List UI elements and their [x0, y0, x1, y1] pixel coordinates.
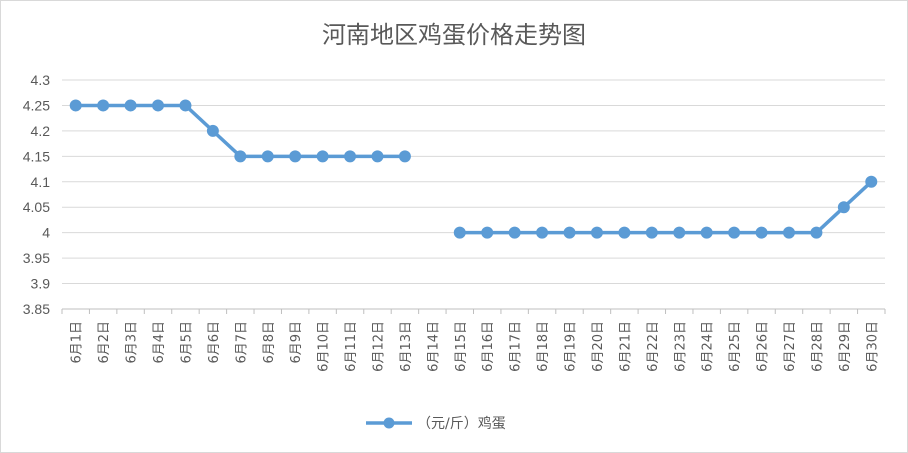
y-tick-label: 4.15 — [23, 148, 50, 164]
data-point — [69, 99, 82, 112]
data-point — [398, 150, 411, 163]
data-point — [645, 226, 658, 239]
x-tick-label: 6月14日 — [426, 321, 441, 372]
y-tick-label: 4 — [42, 225, 50, 241]
x-tick-label: 6月6日 — [207, 321, 222, 364]
x-tick-label: 6月5日 — [179, 321, 194, 364]
gridlines — [62, 79, 885, 285]
data-point — [837, 201, 850, 214]
data-point — [179, 99, 192, 112]
x-tick-label: 6月26日 — [756, 321, 771, 372]
x-tick-label: 6月4日 — [152, 321, 167, 364]
x-tick-label: 6月27日 — [783, 321, 798, 372]
x-tick-label: 6月13日 — [399, 321, 414, 372]
y-tick-label: 3.95 — [23, 250, 50, 266]
x-tick-label: 6月17日 — [509, 321, 524, 372]
y-tick-label: 4.05 — [23, 199, 50, 215]
data-point — [755, 226, 768, 239]
data-point — [124, 99, 137, 112]
data-point — [700, 226, 713, 239]
y-tick-label: 3.85 — [23, 301, 50, 317]
x-tick-label: 6月25日 — [728, 321, 743, 372]
data-point — [371, 150, 384, 163]
data-point — [782, 226, 795, 239]
x-tick-label: 6月28日 — [810, 321, 825, 372]
chart-title: 河南地区鸡蛋价格走势图 — [322, 21, 586, 49]
data-point — [97, 99, 110, 112]
x-axis-ticks: 6月1日 6月2日 6月3日 6月4日 6月5日 6月6日 6月7日 6月8日 6月9日 6月10… — [70, 321, 881, 372]
y-axis-ticks: 3.85 3.9 3.95 4 4.05 4.1 4.15 4.2 4.25 4.3 — [23, 72, 50, 317]
x-tick-label: 6月11日 — [344, 321, 359, 372]
data-point — [673, 226, 686, 239]
y-tick-label: 3.9 — [31, 276, 51, 292]
data-point — [508, 226, 521, 239]
x-tick-label: 6月18日 — [536, 321, 551, 372]
y-tick-label: 4.1 — [31, 174, 51, 190]
series-path — [73, 103, 874, 235]
data-point — [810, 226, 823, 239]
data-point — [618, 226, 631, 239]
x-tick-label: 6月9日 — [289, 321, 304, 364]
data-point — [152, 99, 165, 112]
x-tick-label: 6月30日 — [865, 321, 880, 372]
x-tick-label: 6月2日 — [97, 321, 112, 364]
x-tick-label: 6月10日 — [317, 321, 332, 372]
legend-label: （元/斤）鸡蛋 — [417, 415, 506, 432]
data-point — [481, 226, 494, 239]
data-point — [289, 150, 302, 163]
series-points — [69, 99, 878, 239]
x-tick-label: 6月29日 — [838, 321, 853, 372]
data-point — [261, 150, 274, 163]
data-point — [316, 150, 329, 163]
data-point — [344, 150, 357, 163]
x-tick-label: 6月19日 — [564, 321, 579, 372]
x-tick-label: 6月3日 — [125, 321, 140, 364]
data-point — [453, 226, 466, 239]
x-tick-label: 6月24日 — [701, 321, 716, 372]
series-line — [73, 103, 874, 235]
x-tick-label: 6月12日 — [371, 321, 386, 372]
x-tick-label: 6月7日 — [234, 321, 249, 364]
data-point — [728, 226, 741, 239]
x-tick-label: 6月8日 — [262, 321, 277, 364]
data-point — [234, 150, 247, 163]
x-tick-label: 6月21日 — [618, 321, 633, 372]
x-tick-label: 6月16日 — [481, 321, 496, 372]
data-point — [865, 175, 878, 188]
y-tick-label: 4.2 — [31, 123, 51, 139]
x-tick-label: 6月23日 — [673, 321, 688, 372]
legend: （元/斤）鸡蛋 — [366, 415, 506, 432]
data-point — [206, 124, 219, 137]
x-tick-label: 6月1日 — [70, 321, 85, 364]
legend-marker-swatch — [383, 417, 395, 429]
data-point — [563, 226, 576, 239]
x-axis — [61, 308, 886, 314]
x-tick-label: 6月15日 — [454, 321, 469, 372]
y-tick-label: 4.3 — [31, 72, 51, 88]
x-tick-label: 6月20日 — [591, 321, 606, 372]
data-point — [590, 226, 603, 239]
y-tick-label: 4.25 — [23, 97, 50, 113]
x-tick-label: 6月22日 — [646, 321, 661, 372]
data-point — [536, 226, 549, 239]
